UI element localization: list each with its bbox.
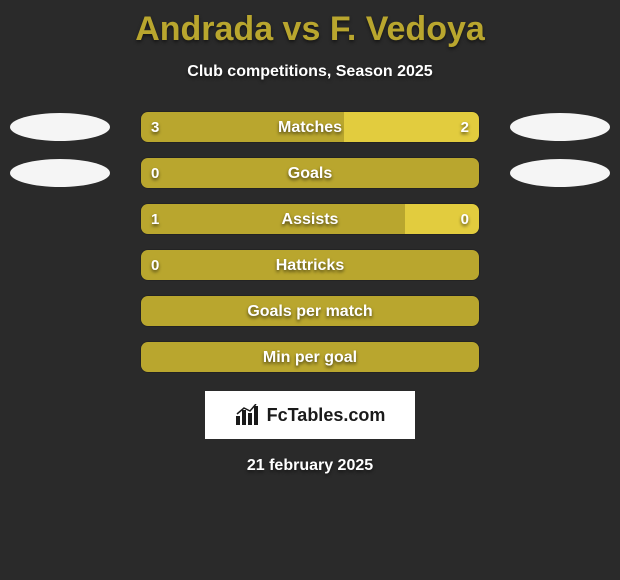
stat-row: Hattricks0 (0, 249, 620, 281)
stat-row: Matches32 (0, 111, 620, 143)
player-left-oval (10, 159, 110, 187)
player-left-oval (10, 113, 110, 141)
stat-row: Min per goal (0, 341, 620, 373)
logo-box: FcTables.com (205, 391, 415, 439)
player-right-oval (510, 113, 610, 141)
bar-container: Assists10 (140, 203, 480, 235)
bar-container: Goals per match (140, 295, 480, 327)
player-right-oval (510, 159, 610, 187)
subtitle: Club competitions, Season 2025 (0, 63, 620, 81)
bar-left (141, 250, 479, 280)
logo-text: FcTables.com (267, 405, 386, 426)
barchart-icon (235, 404, 261, 426)
bar-container: Hattricks0 (140, 249, 480, 281)
bar-right (405, 204, 479, 234)
bar-left (141, 296, 479, 326)
stat-row: Goals0 (0, 157, 620, 189)
bar-left (141, 342, 479, 372)
stat-row: Goals per match (0, 295, 620, 327)
bar-container: Min per goal (140, 341, 480, 373)
stat-row: Assists10 (0, 203, 620, 235)
comparison-rows: Matches32 Goals0 Assists10 Hattricks0 Goals … (0, 111, 620, 373)
page-title: Andrada vs F. Vedoya (0, 0, 620, 49)
bar-container: Matches32 (140, 111, 480, 143)
bar-container: Goals0 (140, 157, 480, 189)
bar-left (141, 158, 479, 188)
bar-left (141, 112, 344, 142)
date-text: 21 february 2025 (0, 457, 620, 475)
bar-left (141, 204, 405, 234)
bar-right (344, 112, 479, 142)
